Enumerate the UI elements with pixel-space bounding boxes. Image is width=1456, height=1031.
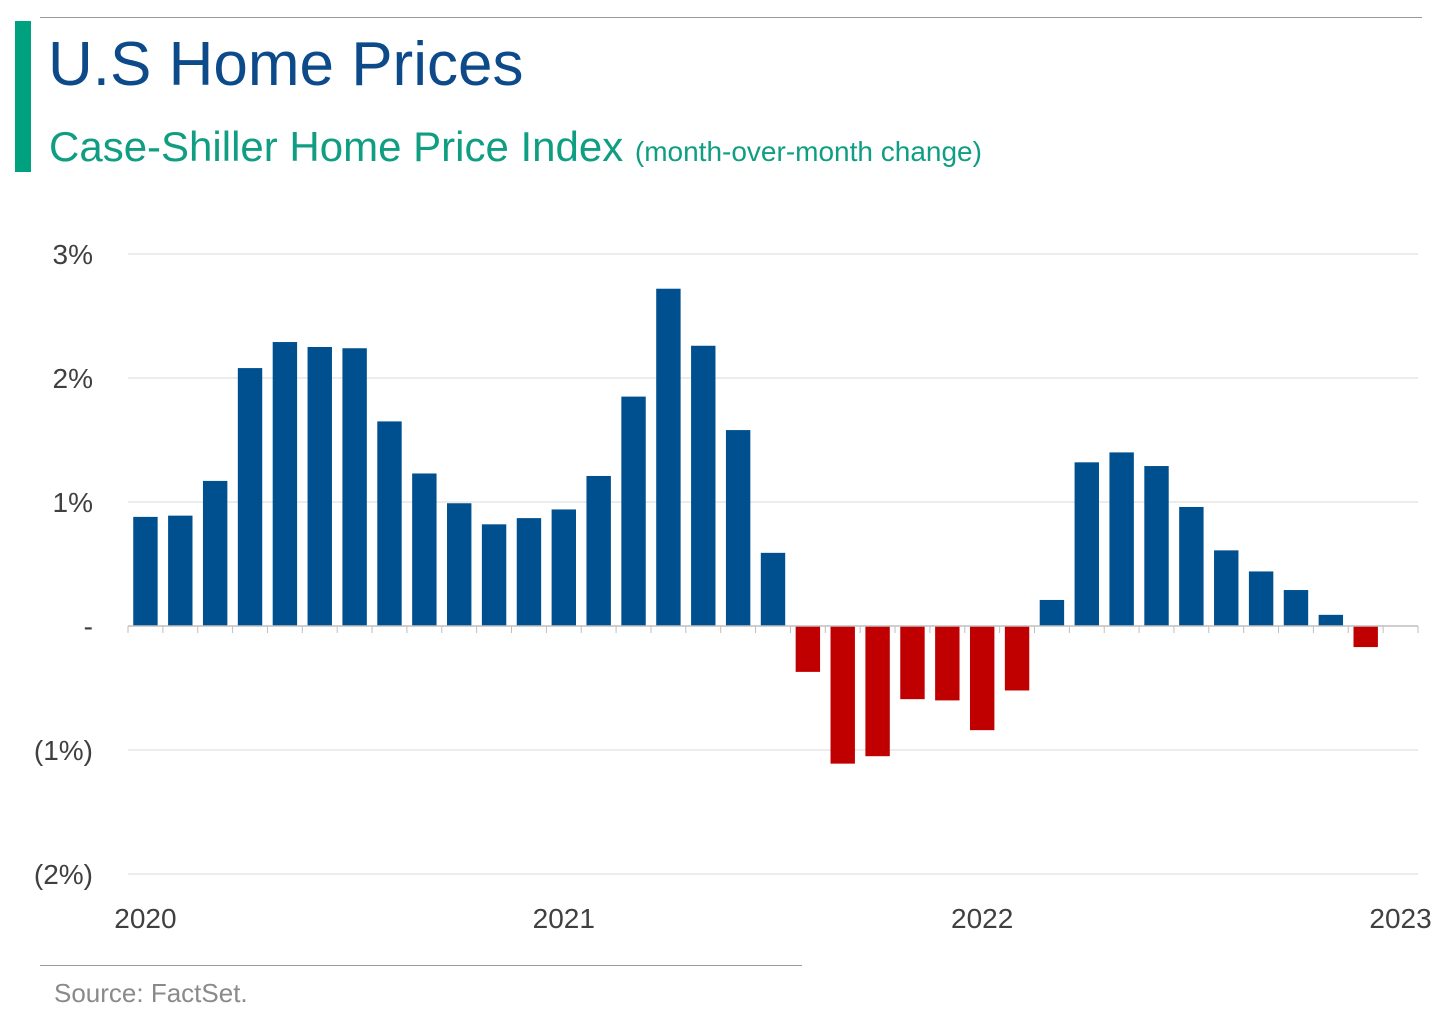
bar <box>1109 452 1134 626</box>
y-tick-label: (1%) <box>34 735 93 766</box>
bar <box>760 552 786 626</box>
y-tick-label: 2% <box>53 363 93 394</box>
bar <box>272 342 298 626</box>
chart-subtitle: Case-Shiller Home Price Index (month-ove… <box>49 126 982 168</box>
bar <box>935 626 960 701</box>
subtitle-main: Case-Shiller Home Price Index <box>49 123 624 170</box>
bar <box>1074 462 1099 626</box>
bar <box>621 396 646 626</box>
bar <box>168 515 193 626</box>
bar <box>865 626 890 757</box>
bar <box>237 368 263 626</box>
bar <box>795 626 821 672</box>
bar <box>1179 506 1204 626</box>
bar <box>656 288 681 626</box>
bar <box>691 345 716 626</box>
bar <box>725 430 751 626</box>
x-tick-label: 2022 <box>951 903 1013 934</box>
bar <box>342 348 367 626</box>
bar <box>551 509 577 626</box>
y-tick-label: 1% <box>53 487 93 518</box>
bar <box>969 626 995 731</box>
y-tick-label: - <box>84 611 93 642</box>
source-note: Source: FactSet. <box>54 978 248 1008</box>
x-tick-label: 2020 <box>114 903 176 934</box>
bar <box>1004 626 1030 691</box>
bar <box>412 473 437 626</box>
bar <box>1144 466 1169 626</box>
source-rule <box>40 965 802 966</box>
bar <box>830 626 855 764</box>
bar <box>586 475 611 626</box>
bar <box>1039 599 1065 626</box>
bar <box>133 516 158 626</box>
subtitle-note: (month-over-month change) <box>634 136 982 167</box>
bar <box>1283 590 1309 626</box>
y-tick-label: (2%) <box>34 859 93 890</box>
bar <box>1318 614 1344 626</box>
x-tick-label: 2023 <box>1369 903 1431 934</box>
bar <box>1214 550 1239 626</box>
bar <box>377 421 402 626</box>
bar <box>447 503 472 626</box>
bar <box>202 480 228 626</box>
bar <box>516 518 542 626</box>
x-tick-label: 2021 <box>533 903 595 934</box>
top-rule <box>40 17 1422 18</box>
accent-bar <box>15 21 31 172</box>
bar <box>1353 626 1378 648</box>
y-tick-label: 3% <box>53 239 93 270</box>
bar <box>900 626 925 700</box>
chart-title: U.S Home Prices <box>48 30 524 99</box>
bar <box>481 524 507 626</box>
bar <box>307 347 332 626</box>
bar <box>1248 571 1274 626</box>
